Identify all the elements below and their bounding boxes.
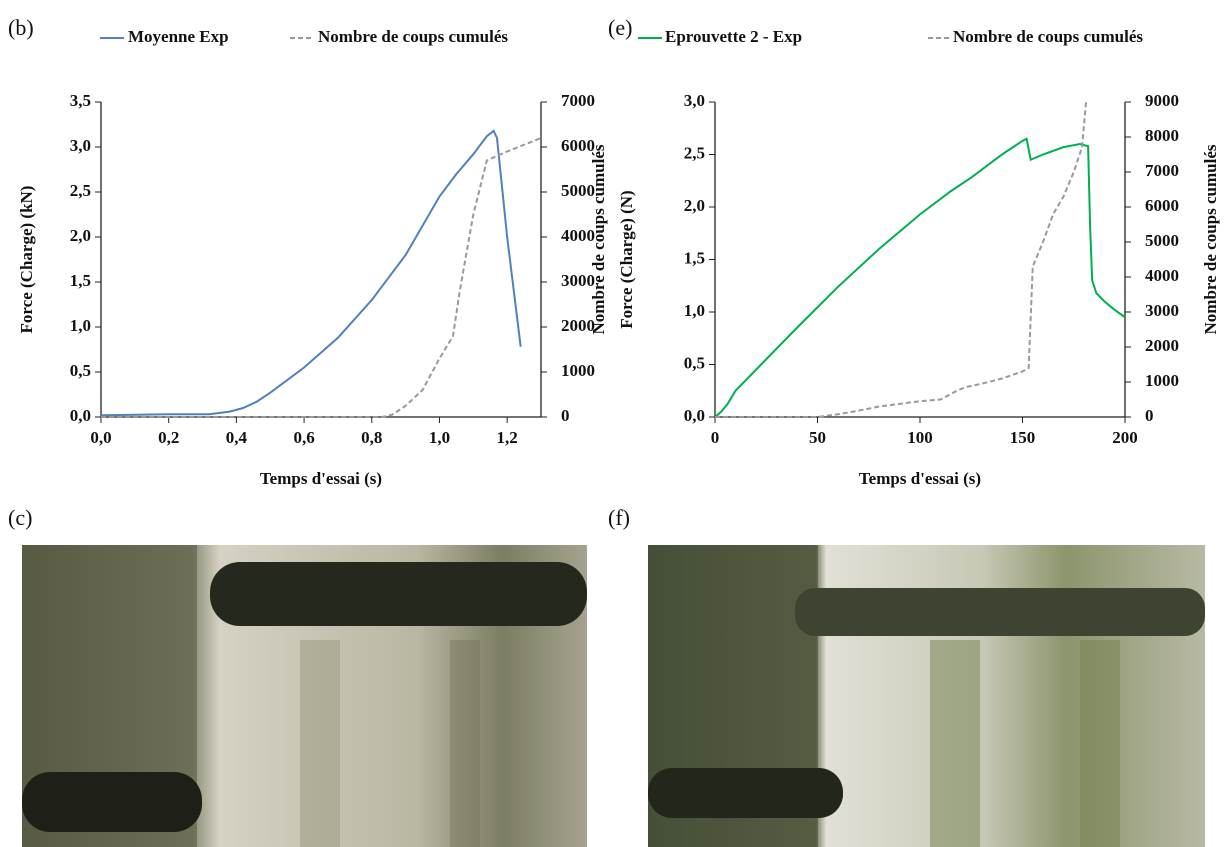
x-tick-label: 200: [1112, 428, 1138, 447]
x-tick-label: 1,2: [497, 428, 518, 447]
photo: [22, 545, 587, 847]
x-axis-title: Temps d'essai (s): [859, 469, 981, 488]
x-tick-label: 0: [711, 428, 720, 447]
y-tick-label: 1,5: [684, 248, 705, 267]
x-axis-title: Temps d'essai (s): [260, 469, 382, 488]
y2-axis-title: Nombre de coups cumulés: [1201, 144, 1220, 334]
y-tick-label: 0,0: [684, 406, 705, 425]
x-tick-label: 150: [1010, 428, 1036, 447]
y-tick-label: 2,0: [70, 226, 91, 245]
x-tick-label: 0,8: [361, 428, 382, 447]
x-tick-label: 0,2: [158, 428, 179, 447]
y2-tick-label: 2000: [561, 316, 595, 335]
legend-label: Nombre de coups cumulés: [953, 27, 1143, 46]
y2-tick-label: 4000: [1145, 266, 1179, 285]
y2-tick-label: 5000: [561, 181, 595, 200]
panel-label: (e): [608, 15, 632, 40]
y2-tick-label: 7000: [1145, 161, 1179, 180]
x-tick-label: 100: [907, 428, 933, 447]
y-tick-label: 3,0: [70, 136, 91, 155]
y-axis-title: Force (Charge) (kN): [17, 186, 36, 334]
y-tick-label: 1,0: [70, 316, 91, 335]
y2-tick-label: 5000: [1145, 231, 1179, 250]
y2-tick-label: 6000: [1145, 196, 1179, 215]
y2-axis-title: Nombre de coups cumulés: [589, 144, 608, 334]
panel-label: (f): [608, 505, 630, 530]
y2-tick-label: 9000: [1145, 91, 1179, 110]
y2-tick-label: 3000: [1145, 301, 1179, 320]
y2-tick-label: 2000: [1145, 336, 1179, 355]
y2-tick-label: 3000: [561, 271, 595, 290]
y-tick-label: 2,0: [684, 196, 705, 215]
series-line: [715, 137, 1125, 418]
x-tick-label: 0,6: [293, 428, 314, 447]
legend-label: Nombre de coups cumulés: [318, 27, 508, 46]
panel-label: (c): [8, 505, 32, 530]
photo: [648, 545, 1205, 847]
x-tick-label: 0,4: [226, 428, 248, 447]
y-tick-label: 0,5: [70, 361, 91, 380]
x-tick-label: 1,0: [429, 428, 450, 447]
y2-tick-label: 1000: [561, 361, 595, 380]
y-axis-title: Force (Charge) (N): [617, 190, 636, 328]
x-tick-label: 0,0: [90, 428, 111, 447]
y2-tick-label: 0: [1145, 406, 1154, 425]
y2-tick-label: 7000: [561, 91, 595, 110]
y-tick-label: 1,0: [684, 301, 705, 320]
x-tick-label: 50: [809, 428, 826, 447]
panel-label: (b): [8, 15, 34, 40]
y-tick-label: 2,5: [684, 143, 705, 162]
y-tick-label: 0,0: [70, 406, 91, 425]
y2-tick-label: 8000: [1145, 126, 1179, 145]
series-line: [715, 101, 1088, 418]
series-line: [101, 137, 541, 418]
y-tick-label: 1,5: [70, 271, 91, 290]
y2-tick-label: 4000: [561, 226, 595, 245]
legend-label: Eprouvette 2 - Exp: [665, 27, 802, 46]
y-tick-label: 3,5: [70, 91, 91, 110]
y2-tick-label: 0: [561, 406, 570, 425]
y-tick-label: 3,0: [684, 91, 705, 110]
legend-label: Moyenne Exp: [128, 27, 229, 46]
y2-tick-label: 6000: [561, 136, 595, 155]
y-tick-label: 2,5: [70, 181, 91, 200]
series-line: [101, 129, 522, 417]
y2-tick-label: 1000: [1145, 371, 1179, 390]
y-tick-label: 0,5: [684, 353, 705, 372]
